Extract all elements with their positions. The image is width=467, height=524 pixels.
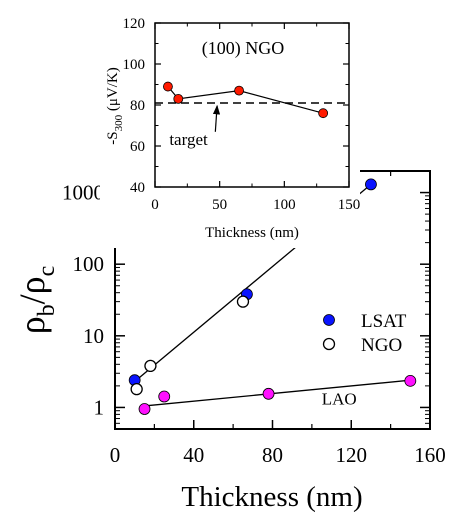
legend-marker-lsat — [323, 314, 335, 326]
main-y-tick-label: 10 — [83, 324, 104, 348]
main-x-axis-label: Thickness (nm) — [181, 481, 362, 513]
main-x-tick-label: 80 — [262, 443, 283, 467]
main-y-tick-label: 1000 — [62, 181, 104, 205]
main-x-tick-label: 120 — [336, 443, 368, 467]
inset-data-point — [318, 108, 329, 119]
inset-title: (100) NGO — [202, 38, 285, 59]
inset-y-ticks: 40 60 80 100 120 — [123, 16, 349, 196]
main-data-point-lao — [138, 403, 151, 415]
inset-background — [100, 8, 360, 248]
main-data-point-lao — [262, 387, 275, 400]
inset-y-tick-label: 40 — [130, 180, 145, 196]
main-y-axis-label: ρb/ρc — [12, 266, 60, 335]
legend-label-lsat: LSAT — [361, 311, 407, 332]
main-x-tick-label: 160 — [414, 443, 446, 467]
inset-target-arrow — [212, 104, 221, 132]
main-data-point-lao — [158, 390, 171, 403]
main-data-point-lsat — [365, 178, 377, 191]
inset-x-tick-label: 100 — [273, 197, 296, 213]
inset-x-tick-label: 150 — [338, 197, 361, 213]
main-data-point-lao — [404, 374, 417, 387]
inset-y-tick-label: 120 — [123, 16, 146, 32]
inset-x-tick-label: 50 — [212, 197, 227, 213]
legend-label-ngo: NGO — [361, 335, 402, 356]
inset-y-tick-label: 60 — [130, 139, 145, 155]
main-legend: LSAT NGO — [322, 311, 407, 356]
inset-y-tick-label: 80 — [130, 98, 145, 114]
inset-target-label: target — [169, 130, 208, 149]
inset-x-axis-label: Thickness (nm) — [205, 225, 299, 241]
inset-data-point — [173, 93, 184, 104]
inset-x-tick-label: 0 — [151, 197, 159, 213]
inset-y-tick-label: 100 — [123, 57, 146, 73]
main-fit-line-lao — [144, 379, 411, 407]
main-data-point-ngo — [236, 295, 250, 308]
inset-data-point — [163, 81, 173, 92]
main-x-tick-label: 40 — [183, 443, 204, 467]
inset-y-axis-label: -S300 (μV/K) — [105, 67, 125, 144]
inset-series-line — [167, 86, 324, 114]
inset-data-point — [234, 85, 244, 96]
main-y-tick-label: 1 — [94, 395, 105, 419]
main-data-points — [128, 178, 417, 415]
main-annotation-label: LAO — [322, 389, 357, 408]
inset-series-polyline — [167, 86, 324, 114]
main-annotations: LAO — [322, 389, 357, 408]
main-data-point-ngo — [130, 383, 143, 396]
inset-annotations: target — [169, 104, 221, 149]
main-data-point-ngo — [144, 359, 157, 373]
main-y-tick-label: 100 — [73, 252, 105, 276]
main-x-tick-label: 0 — [110, 443, 121, 467]
legend-marker-ngo — [322, 337, 336, 351]
inset-x-ticks: 0 50 100 150 — [151, 23, 360, 213]
inset-data-points — [163, 81, 329, 119]
